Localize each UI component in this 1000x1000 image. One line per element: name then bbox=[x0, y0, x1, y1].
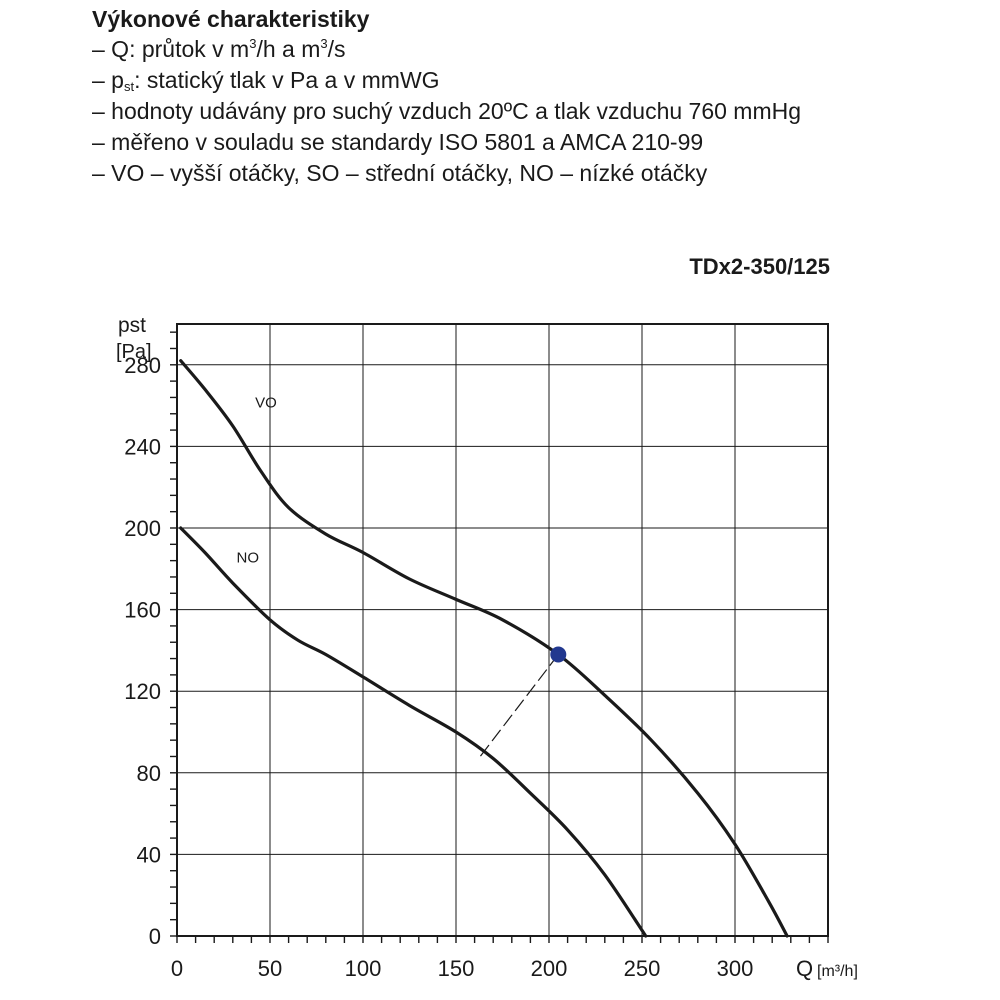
series-line-no bbox=[179, 526, 648, 938]
note-text: st bbox=[123, 79, 135, 94]
x-tick-label: 150 bbox=[438, 956, 475, 981]
note-text: – měřeno v souladu se standardy ISO 5801… bbox=[92, 129, 704, 155]
y-axis-label-unit: [Pa] bbox=[116, 341, 152, 363]
x-tick-label: 100 bbox=[345, 956, 382, 981]
note-text: /h a m bbox=[256, 36, 321, 62]
curve-label: VO bbox=[255, 395, 277, 412]
note-text: – p bbox=[92, 67, 124, 93]
y-tick-label: 240 bbox=[124, 434, 161, 459]
x-axis-ticks: 0 50 100 150 200 250 300 bbox=[171, 956, 753, 981]
y-tick-label: 40 bbox=[137, 842, 161, 867]
note-text: – hodnoty udávány pro suchý vzduch 20ºC … bbox=[92, 98, 802, 124]
y-tick-label: 280 bbox=[124, 353, 161, 378]
notes-list: – Q: průtok v m3/h a m3/s – pst: statický… bbox=[92, 34, 801, 189]
operating-point bbox=[550, 646, 567, 663]
x-axis-label-quantity: Q bbox=[796, 956, 813, 981]
series-line-vo bbox=[179, 359, 789, 938]
y-axis-ticks: 0 40 80 120 160 200 240 280 bbox=[124, 353, 161, 949]
y-tick-label: 80 bbox=[137, 761, 161, 786]
note-text: /s bbox=[327, 36, 346, 62]
note-item: – Q: průtok v m3/h a m3/s bbox=[92, 34, 801, 65]
note-text: – VO – vyšší otáčky, SO – střední otáčky… bbox=[92, 160, 708, 186]
minor-ticks bbox=[170, 331, 829, 943]
y-tick-label: 120 bbox=[124, 679, 161, 704]
note-item: – VO – vyšší otáčky, SO – střední otáčky… bbox=[92, 158, 801, 189]
y-axis-label-quantity: pst bbox=[118, 314, 146, 337]
x-tick-label: 0 bbox=[171, 956, 183, 981]
note-item: – měřeno v souladu se standardy ISO 5801… bbox=[92, 127, 801, 158]
y-tick-label: 200 bbox=[124, 516, 161, 541]
y-tick-label: 0 bbox=[149, 924, 161, 949]
note-item: – pst: statický tlak v Pa a v mmWG bbox=[92, 65, 801, 96]
series-group: VO NO bbox=[179, 359, 789, 938]
grid bbox=[177, 324, 828, 936]
x-axis-label-unit: [m³/h] bbox=[817, 963, 858, 980]
note-text: – Q: průtok v m bbox=[92, 36, 250, 62]
note-item: – hodnoty udávány pro suchý vzduch 20ºC … bbox=[92, 96, 801, 127]
note-text: 3 bbox=[320, 36, 328, 51]
section-title: Výkonové charakteristiky bbox=[92, 6, 370, 32]
x-tick-label: 250 bbox=[624, 956, 661, 981]
plot-frame bbox=[176, 323, 829, 937]
x-tick-label: 300 bbox=[717, 956, 754, 981]
curve-label: NO bbox=[237, 550, 260, 567]
model-label: TDx2-350/125 bbox=[689, 254, 830, 279]
x-tick-label: 200 bbox=[531, 956, 568, 981]
header: Výkonové charakteristiky – Q: průtok v m… bbox=[92, 4, 801, 189]
x-tick-label: 50 bbox=[258, 956, 282, 981]
y-tick-label: 160 bbox=[124, 598, 161, 623]
system-curve-dashed bbox=[479, 654, 559, 757]
note-text: : statický tlak v Pa a v mmWG bbox=[134, 67, 440, 93]
note-text: 3 bbox=[249, 36, 257, 51]
